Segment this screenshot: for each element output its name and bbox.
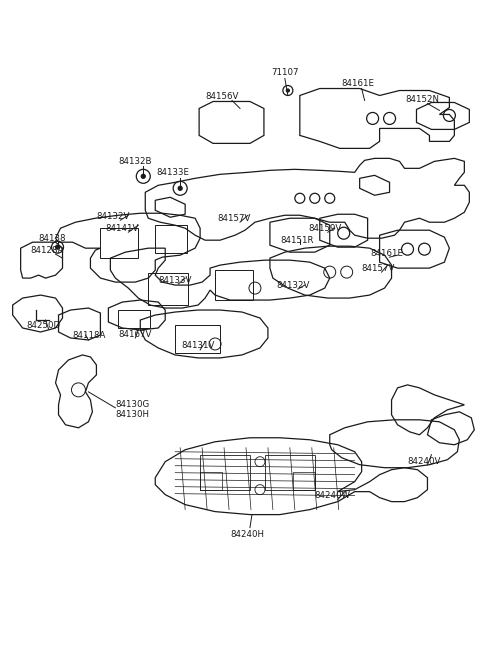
Text: 84157V: 84157V <box>361 263 394 272</box>
Text: 84151R: 84151R <box>280 236 313 245</box>
Text: 84118A: 84118A <box>73 331 106 341</box>
Text: 84167V: 84167V <box>119 331 152 339</box>
Text: 84161E: 84161E <box>370 249 403 257</box>
Text: 84161E: 84161E <box>341 79 374 88</box>
Text: 84240V: 84240V <box>408 457 441 466</box>
Text: 84130H: 84130H <box>115 410 149 419</box>
Text: 84141V: 84141V <box>106 224 139 233</box>
Text: 84133V: 84133V <box>158 276 192 285</box>
Text: 84128A: 84128A <box>31 246 64 255</box>
Text: 84159V: 84159V <box>308 224 341 233</box>
Text: 71107: 71107 <box>271 68 299 77</box>
Text: 84138: 84138 <box>39 234 66 243</box>
Text: 84133E: 84133E <box>156 168 190 177</box>
Text: 84131V: 84131V <box>181 341 215 350</box>
Text: 84157V: 84157V <box>217 214 251 223</box>
Text: 84156V: 84156V <box>205 92 239 101</box>
Text: 84132B: 84132B <box>119 157 152 166</box>
Circle shape <box>287 89 289 92</box>
Text: 84132V: 84132V <box>96 212 130 221</box>
Text: 84152N: 84152N <box>406 95 440 104</box>
Text: 84250D: 84250D <box>26 320 60 329</box>
Text: 84240H: 84240H <box>230 530 264 539</box>
Circle shape <box>56 245 60 249</box>
Circle shape <box>178 186 182 191</box>
Circle shape <box>141 174 145 178</box>
Text: 84132V: 84132V <box>276 280 310 290</box>
Text: 84130G: 84130G <box>115 400 149 409</box>
Text: 84240W: 84240W <box>315 491 351 500</box>
